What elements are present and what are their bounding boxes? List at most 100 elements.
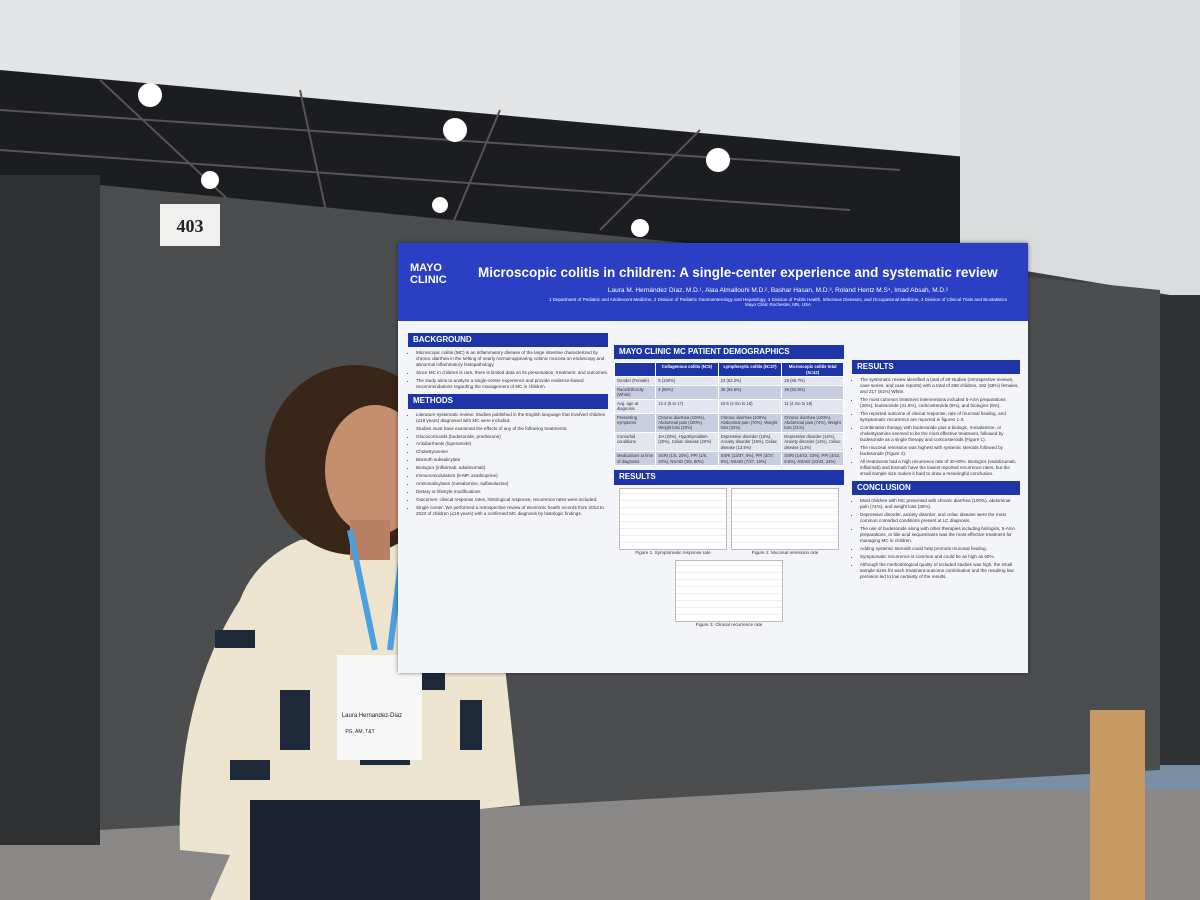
table-cell: 39 (92.9%) [781, 384, 844, 400]
figure: Figure 2. Mucosal remission rate [731, 487, 839, 556]
header-cell: Collagenous colitis (N=5) [655, 362, 719, 378]
section-heading: BACKGROUND [408, 333, 608, 348]
table-header: Collagenous colitis (N=5) Lymphocytic col… [613, 362, 844, 378]
section-heading: METHODS [408, 394, 608, 409]
figures: Figure 1. Symptomatic response rate Figur… [614, 487, 844, 628]
table-cell: 23 (62.2%) [717, 376, 783, 386]
bullet: Since MC in children is rare, there is l… [416, 370, 608, 376]
column-left: BACKGROUND Microscopic colitis (MC) is an… [408, 329, 608, 519]
table-row: Gender (Female) 5 (100%) 23 (62.2%) 28 (66.… [613, 376, 844, 386]
table-cell: 10.5 (4 mo to 18) [717, 398, 783, 414]
bullet-list: Microscopic colitis (MC) is an inflammat… [408, 350, 608, 390]
table-cell: 5 (100%) [655, 376, 719, 386]
bullet: Glucocorticoids (budesonide, prednisone) [416, 434, 608, 440]
column-right: RESULTS The systematic review identified … [852, 356, 1020, 582]
section-heading: RESULTS [614, 470, 844, 485]
ceiling-beam [0, 0, 1000, 160]
bullet-list: The systematic review identified a total… [852, 377, 1020, 477]
table-cell: Comorbid conditions [613, 431, 657, 453]
table-cell: Chronic diarrhea (100%), Abdominal pain … [717, 412, 783, 433]
table-cell: 4 (80%) [655, 384, 719, 400]
header-cell [613, 362, 657, 378]
figure-caption: Figure 3. Clinical recurrence rate [695, 621, 763, 627]
ceiling-lights [138, 83, 730, 237]
bullet: Immunomodulators (6-MP, azathioprine) [416, 473, 608, 479]
wall [960, 0, 1200, 300]
demographics-table: Collagenous colitis (N=5) Lymphocytic col… [613, 362, 844, 467]
bullet: The most common treatment interventions … [860, 397, 1020, 409]
bullet: Depressive disorder, anxiety disorder, a… [860, 512, 1020, 524]
bullet: Single center: We performed a retrospect… [416, 505, 608, 517]
bullet: All treatments had a high recurrence rat… [860, 459, 1020, 477]
bullet: Symptomatic recurrence is common and cou… [860, 554, 1020, 560]
table-row: Race/Ethnicity (White) 4 (80%) 35 (94.6%) 3… [613, 384, 844, 400]
bullet: The systematic review identified a total… [860, 377, 1020, 395]
bullet: Cholestyramine [416, 449, 608, 455]
forest-plot [619, 487, 727, 550]
bullet: Dietary or lifestyle modifications [416, 489, 608, 495]
bullet: Most children with MC presented with chr… [860, 498, 1020, 510]
table-cell: SSRI (13/37, 0%), PPI (3/37, 8%), NSAID … [717, 451, 783, 467]
table-row: Comorbid conditions JIA (20%), Hypothyroi… [613, 431, 844, 453]
header-cell: Lymphocytic colitis (N=37) [717, 362, 783, 378]
table-cell: Medications at time of diagnosis [613, 451, 657, 467]
table-cell: 28 (66.7%) [781, 376, 844, 386]
booth-sign [160, 204, 220, 246]
forest-plot [675, 559, 783, 622]
bullet: The reported outcome of clinical respons… [860, 411, 1020, 423]
bullet: Aminosalicylates (mesalamine, sulfasalaz… [416, 481, 608, 487]
table-cell: Chronic diarrhea (100%), Abdominal pain … [781, 412, 844, 433]
section-heading: MAYO CLINIC MC PATIENT DEMOGRAPHICS [614, 345, 844, 360]
affiliations: 1 Department of Pediatric and Adolescent… [549, 297, 1007, 307]
table-cell: Presenting symptoms [613, 412, 657, 433]
figure: Figure 3. Clinical recurrence rate [675, 559, 783, 628]
poster: MAYO CLINIC Microscopic colitis in child… [398, 243, 1028, 673]
bullet: The study aims to analyze a single-cente… [416, 378, 608, 390]
column-middle: MAYO CLINIC MC PATIENT DEMOGRAPHICS Colla… [613, 341, 844, 628]
figure: Figure 1. Symptomatic response rate [619, 487, 727, 556]
poster-title: Microscopic colitis in children: A singl… [478, 265, 998, 280]
lanyard [347, 529, 378, 651]
bullet: Literature systematic review: Studies pu… [416, 412, 608, 424]
table-cell: 11 (4 mo to 18) [781, 398, 844, 414]
poster-tube [1090, 710, 1145, 900]
table-row: Presenting symptoms Chronic diarrhea (100… [613, 412, 844, 433]
bullet: Studies must have examined the effects o… [416, 426, 608, 432]
table-cell: Avg. age at diagnosis [613, 398, 657, 414]
bullet-list: Most children with MC presented with chr… [852, 498, 1020, 580]
board-left [0, 175, 100, 845]
bullet: Adding systemic steroids could help prom… [860, 546, 1020, 552]
bullet: The mucosal remission was highest with s… [860, 445, 1020, 457]
table-cell: Gender (Female) [613, 376, 657, 386]
table-cell: JIA (20%), Hypothyroidism (20%), Celiac … [655, 431, 719, 453]
table-row: Medications at time of diagnosis SSRI (1/… [613, 451, 844, 467]
forest-plot [731, 487, 839, 550]
board-right [1160, 295, 1200, 765]
logo: MAYO CLINIC [410, 262, 447, 286]
bullet: Combination therapy with budesonide plus… [860, 425, 1020, 443]
bullet: Outcomes: clinical response rates, histo… [416, 497, 608, 503]
table-row: Avg. age at diagnosis 12.4 (6 to 17) 10.5 … [613, 398, 844, 414]
bullet: Bismuth subsalicylate [416, 457, 608, 463]
table-cell: Depressive disorder (14%), Anxiety disor… [781, 431, 844, 453]
table-cell: 12.4 (6 to 17) [655, 398, 719, 414]
figure-caption: Figure 1. Symptomatic response rate [635, 549, 711, 555]
figure-caption: Figure 2. Mucosal remission rate [751, 549, 819, 555]
pants [250, 800, 480, 900]
table-cell: Depressive disorder (16%), Anxiety disor… [717, 431, 783, 453]
section-heading: CONCLUSION [852, 480, 1020, 496]
table-cell: SSRI (1/5, 20%), PPI (1/5, 20%), NSAID (… [655, 451, 719, 467]
bullet: The use of budesonide along with other t… [860, 526, 1020, 544]
authors: Laura M. Hernández Díaz, M.D.¹, Alaa Alm… [607, 287, 949, 294]
table-cell: SSRI (14/42, 33%), PPI (4/42, 9.5%), NSA… [781, 451, 844, 467]
bullet-list: Literature systematic review: Studies pu… [408, 412, 608, 518]
bullet: Antidiarrheals (loperamide) [416, 441, 608, 447]
badge-role: PG, AM, T&T [345, 729, 374, 735]
table-cell: 35 (94.6%) [717, 384, 783, 400]
section-heading: RESULTS [852, 360, 1020, 375]
poster-header: MAYO CLINIC Microscopic colitis in child… [398, 243, 1028, 321]
bullet: Microscopic colitis (MC) is an inflammat… [416, 350, 608, 368]
table-cell: Chronic diarrhea (100%), Abdominal pain … [655, 412, 719, 433]
badge-name: Laura Hernandez-Diaz [342, 713, 402, 719]
